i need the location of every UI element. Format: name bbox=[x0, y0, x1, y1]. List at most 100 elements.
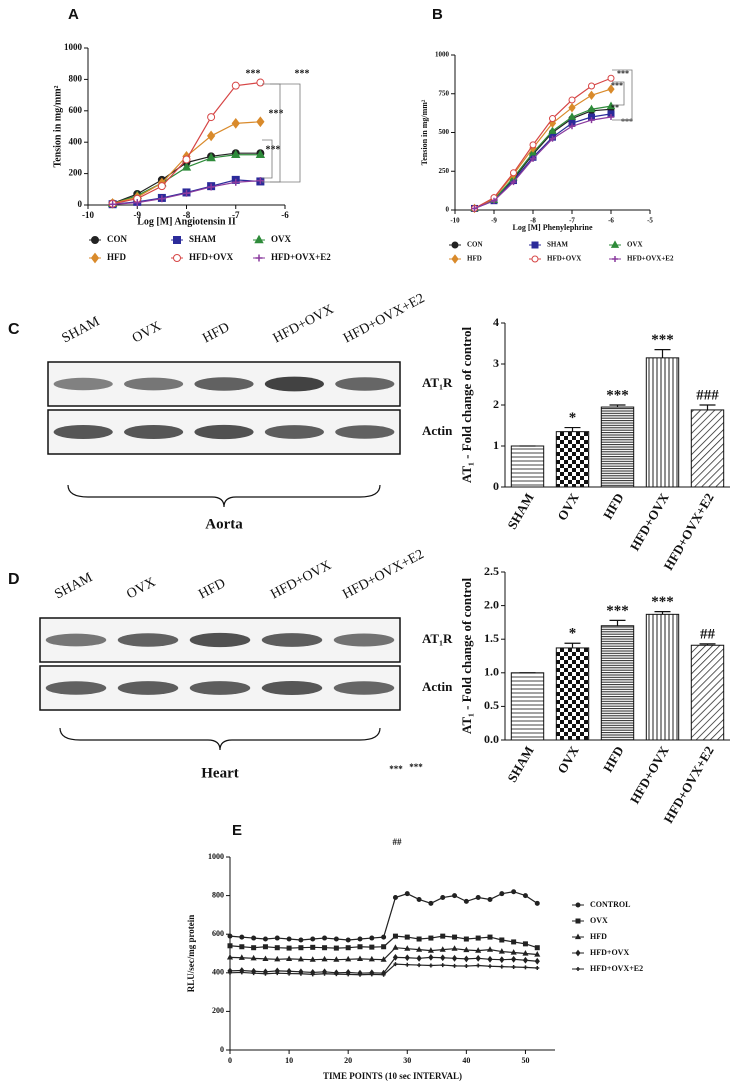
marker bbox=[262, 944, 268, 950]
legend-label: CON bbox=[467, 241, 483, 249]
marker bbox=[345, 945, 351, 951]
marker bbox=[158, 195, 166, 203]
bar bbox=[690, 644, 725, 741]
marker bbox=[475, 895, 481, 901]
marker bbox=[345, 955, 352, 962]
tissue-label: Aorta bbox=[205, 516, 243, 532]
x-tick-label: 30 bbox=[403, 1056, 411, 1065]
y-tick-label: 1.5 bbox=[484, 631, 499, 645]
marker bbox=[207, 113, 216, 122]
marker bbox=[274, 935, 280, 941]
error-bar bbox=[564, 426, 581, 432]
annotation: *** bbox=[617, 69, 629, 78]
x-axis-label: Log [M] Angiotensin II bbox=[137, 216, 236, 227]
legend-label: CON bbox=[107, 234, 128, 244]
marker bbox=[357, 944, 363, 950]
marker bbox=[231, 81, 240, 90]
annotation: ### bbox=[696, 387, 719, 403]
legend-label: HFD+OVX+E2 bbox=[271, 252, 331, 262]
marker bbox=[588, 82, 595, 90]
annotation: *** bbox=[389, 764, 403, 774]
lane-label: HFD bbox=[200, 320, 232, 346]
y-tick-label: 2.0 bbox=[484, 597, 499, 611]
bar bbox=[555, 431, 590, 488]
marker bbox=[575, 902, 581, 908]
blot-band bbox=[333, 681, 395, 695]
marker bbox=[534, 951, 541, 957]
marker bbox=[568, 102, 576, 113]
y-tick-label: 750 bbox=[439, 89, 450, 97]
marker bbox=[91, 236, 99, 244]
marker bbox=[610, 240, 620, 248]
marker bbox=[463, 955, 469, 963]
bar bbox=[645, 357, 680, 488]
marker bbox=[346, 972, 351, 977]
marker bbox=[522, 941, 528, 947]
bar bbox=[600, 406, 635, 488]
marker bbox=[440, 933, 446, 939]
marker bbox=[568, 96, 576, 104]
marker bbox=[451, 254, 459, 264]
marker bbox=[463, 946, 470, 953]
y-axis-label: Tension in mg/mm² bbox=[52, 85, 63, 167]
marker bbox=[440, 895, 446, 901]
marker bbox=[357, 936, 363, 942]
x-tick-label: HFD bbox=[600, 743, 627, 774]
panel-label: E bbox=[232, 822, 242, 839]
marker bbox=[392, 953, 399, 961]
marker bbox=[334, 972, 339, 977]
legend-label: HFD bbox=[107, 252, 126, 262]
x-tick-label: -10 bbox=[450, 217, 460, 225]
marker bbox=[491, 197, 497, 204]
marker bbox=[173, 236, 181, 244]
lane-label: HFD bbox=[196, 576, 228, 602]
marker bbox=[239, 944, 245, 950]
marker bbox=[255, 254, 263, 262]
annotation: *** bbox=[606, 387, 629, 403]
marker bbox=[322, 971, 327, 976]
lane-label: HFD+OVX+E2 bbox=[340, 547, 426, 602]
x-tick-label: OVX bbox=[554, 743, 582, 776]
marker bbox=[262, 955, 269, 962]
marker bbox=[286, 955, 293, 962]
marker bbox=[206, 152, 216, 162]
marker bbox=[530, 155, 536, 162]
marker bbox=[522, 950, 529, 956]
blot-band bbox=[189, 632, 251, 648]
marker bbox=[608, 114, 614, 120]
marker bbox=[464, 964, 469, 969]
marker bbox=[392, 933, 398, 939]
marker bbox=[475, 947, 482, 953]
marker bbox=[440, 963, 445, 968]
marker bbox=[510, 949, 517, 955]
marker bbox=[333, 956, 340, 962]
marker bbox=[522, 956, 529, 964]
marker bbox=[404, 945, 411, 951]
y-tick-label: 0.5 bbox=[484, 698, 499, 712]
x-tick-label: -9 bbox=[134, 210, 142, 220]
marker bbox=[287, 971, 292, 976]
y-tick-label: 250 bbox=[439, 167, 450, 175]
marker bbox=[510, 169, 517, 177]
marker bbox=[531, 241, 539, 249]
marker bbox=[393, 962, 398, 967]
marker bbox=[523, 965, 528, 970]
blot-band bbox=[264, 376, 324, 392]
error-bar bbox=[609, 619, 626, 626]
marker bbox=[231, 117, 240, 129]
marker bbox=[575, 918, 581, 924]
marker bbox=[499, 937, 505, 943]
blot-band bbox=[335, 425, 395, 439]
y-tick-label: 600 bbox=[69, 105, 83, 115]
y-tick-label: 0 bbox=[493, 479, 499, 493]
blot-band bbox=[117, 633, 179, 647]
y-tick-label: 1 bbox=[493, 438, 499, 452]
marker bbox=[392, 895, 398, 901]
bar bbox=[645, 613, 680, 741]
marker bbox=[452, 934, 458, 940]
legend-label: OVX bbox=[271, 234, 292, 244]
marker bbox=[275, 971, 280, 976]
legend-label: HFD+OVX+E2 bbox=[627, 255, 674, 263]
marker bbox=[440, 954, 446, 962]
